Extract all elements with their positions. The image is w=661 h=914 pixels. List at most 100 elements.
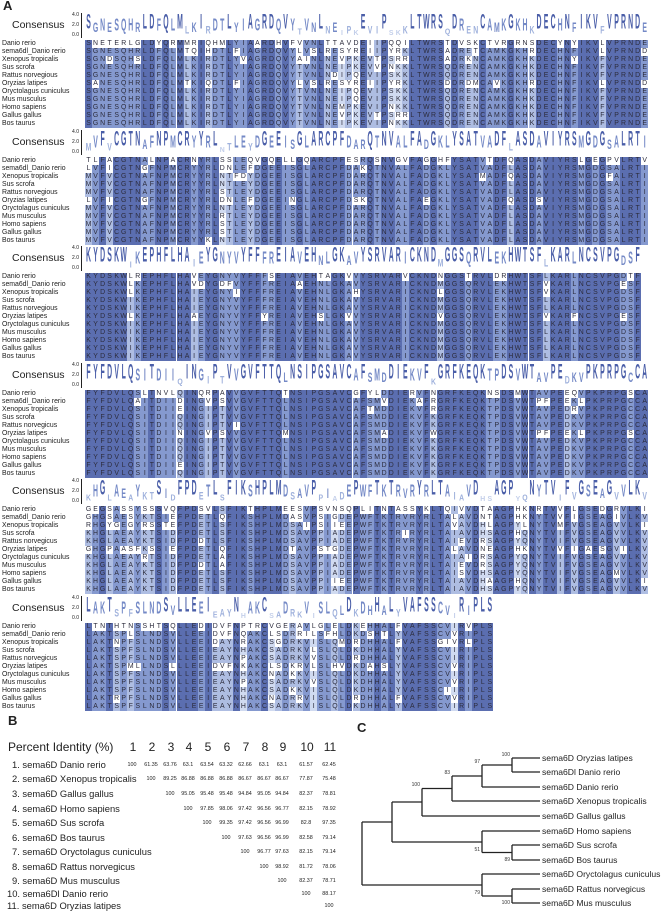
residue: D — [268, 88, 276, 96]
residue: K — [401, 88, 409, 96]
residue: Y — [239, 353, 247, 361]
residue: V — [570, 554, 578, 562]
residue: K — [113, 305, 121, 313]
residue: I — [204, 446, 212, 454]
residue: S — [324, 438, 332, 446]
residue: A — [535, 414, 543, 422]
residue: C — [549, 64, 557, 72]
residue: A — [394, 213, 402, 221]
residue: D — [535, 56, 543, 64]
logo-letter: T — [227, 142, 232, 154]
residue: S — [486, 562, 494, 570]
residue: F — [155, 104, 163, 112]
residue: F — [253, 305, 261, 313]
residue: R — [268, 345, 276, 353]
residue: K — [113, 297, 121, 305]
residue: E — [465, 438, 473, 446]
residue: M — [437, 345, 444, 353]
residue: C — [113, 181, 121, 189]
residue: M — [282, 430, 290, 438]
logo-letter: V — [304, 600, 310, 619]
residue: A — [310, 237, 318, 245]
residue: H — [521, 56, 529, 64]
logo-letter: Y — [452, 129, 457, 152]
residue: F — [155, 64, 163, 72]
residue: H — [507, 337, 515, 345]
residue: Q — [162, 120, 170, 128]
residue: E — [275, 229, 283, 237]
residue: Y — [556, 40, 564, 48]
residue: N — [99, 120, 107, 128]
residue: E — [268, 229, 276, 237]
residue: T — [127, 165, 135, 173]
residue: R — [394, 80, 402, 88]
residue: N — [577, 273, 585, 281]
logo-letter: K — [501, 17, 507, 36]
logo-letter: M — [177, 12, 183, 35]
residue: T — [634, 221, 642, 229]
residue: N — [310, 96, 318, 104]
residue: F — [338, 157, 346, 165]
logo-letter: L — [184, 595, 190, 618]
residue: D — [253, 165, 261, 173]
residue: A — [352, 205, 360, 213]
residue: Q — [521, 530, 529, 538]
residue: N — [528, 506, 536, 514]
residue: D — [451, 56, 459, 64]
logo-letter: N — [381, 129, 387, 152]
residue: G — [239, 430, 247, 438]
residue: L — [577, 398, 585, 406]
residue: H — [155, 321, 163, 329]
residue: T — [387, 546, 395, 554]
residue: G — [197, 446, 205, 454]
residue: V — [415, 454, 423, 462]
residue: Y — [197, 173, 205, 181]
residue: S — [296, 514, 304, 522]
residue: V — [303, 514, 311, 522]
residue: S — [296, 390, 304, 398]
residue: S — [296, 446, 304, 454]
residue: K — [584, 96, 592, 104]
residue: V — [232, 462, 240, 470]
residue: H — [155, 273, 163, 281]
residue: C — [113, 197, 121, 205]
residue: K — [113, 337, 121, 345]
residue: E — [591, 514, 599, 522]
species-name: Oryctolagus cuniculus — [2, 205, 70, 212]
residue: R — [563, 305, 571, 313]
logo-axis-tick: 2.0 — [72, 605, 79, 611]
residue: K — [528, 120, 536, 128]
residue: E — [282, 506, 290, 514]
residue: M — [373, 422, 381, 430]
residue: G — [437, 446, 444, 454]
residue: K — [584, 88, 592, 96]
residue: V — [282, 104, 290, 112]
residue: Q — [275, 430, 283, 438]
residue: E — [458, 562, 466, 570]
residue: I — [169, 422, 177, 430]
residue: M — [577, 221, 585, 229]
residue: V — [415, 406, 423, 414]
residue: K — [634, 546, 642, 554]
residue: S — [289, 173, 297, 181]
residue: F — [253, 414, 261, 422]
residue: N — [627, 96, 635, 104]
residue: S — [521, 173, 529, 181]
residue: S — [458, 237, 466, 245]
residue: V — [113, 438, 121, 446]
logo-letter: P — [318, 494, 324, 503]
residue: S — [324, 454, 332, 462]
residue: N — [134, 165, 142, 173]
residue: I — [556, 562, 564, 570]
residue: N — [190, 470, 198, 478]
residue: G — [127, 522, 135, 530]
residue: H — [155, 353, 163, 361]
residue: T — [486, 438, 494, 446]
residue: S — [458, 221, 466, 229]
residue: N — [627, 104, 635, 112]
residue: A — [141, 181, 149, 189]
residue: S — [458, 273, 466, 281]
logo-letter: A — [247, 600, 253, 619]
logo-letter: S — [163, 595, 169, 618]
residue: S — [113, 56, 121, 64]
